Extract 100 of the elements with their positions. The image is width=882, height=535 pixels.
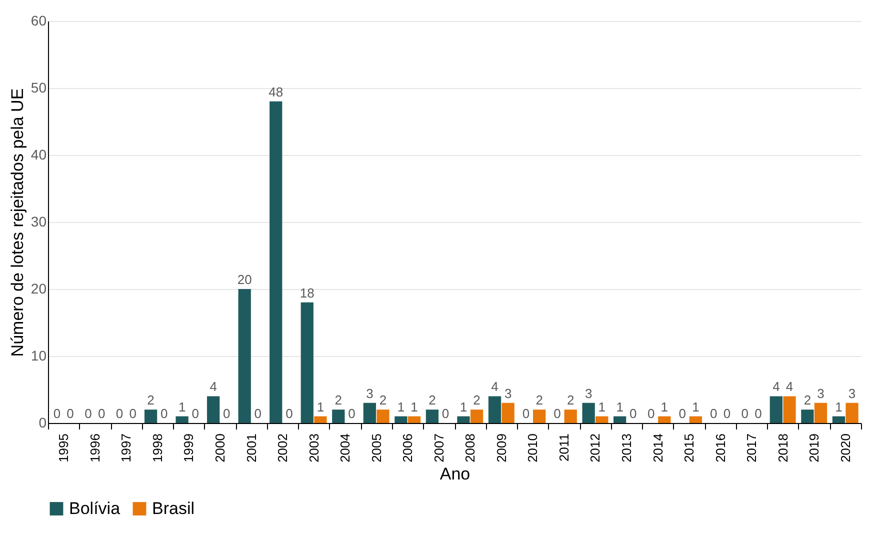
data-label: 0 — [710, 406, 718, 421]
bar — [832, 416, 846, 423]
data-label: 2 — [536, 392, 543, 408]
data-label: 3 — [366, 386, 374, 401]
data-label: 3 — [848, 386, 856, 401]
y-tick-label: 10 — [30, 348, 47, 364]
x-tick-label: 2001 — [244, 434, 259, 462]
data-label: 1 — [178, 399, 186, 414]
data-label: 4 — [491, 379, 498, 394]
x-tick-label: 2000 — [212, 434, 228, 462]
data-label: 4 — [786, 379, 794, 394]
x-tick-label: 2009 — [494, 434, 509, 462]
data-label: 48 — [268, 84, 284, 100]
data-label: 0 — [522, 406, 530, 421]
y-tick-label: 30 — [30, 214, 47, 230]
x-tick-label: 2014 — [650, 434, 666, 462]
legend-label: Bolívia — [69, 498, 121, 518]
x-tick-label: 2004 — [338, 434, 353, 462]
data-label: 1 — [397, 399, 405, 414]
data-label: 0 — [630, 406, 637, 421]
y-tick-label: 20 — [30, 280, 47, 296]
data-label: 0 — [84, 406, 92, 421]
x-tick-label: 2010 — [525, 434, 540, 462]
data-label: 1 — [460, 399, 468, 414]
bar — [207, 396, 220, 423]
bar — [363, 402, 376, 423]
bar — [658, 416, 671, 423]
bar — [376, 410, 390, 423]
bar — [408, 416, 421, 423]
bar — [426, 410, 439, 423]
y-tick-label: 0 — [38, 414, 47, 430]
bar — [564, 410, 577, 423]
y-tick-label: 40 — [30, 146, 47, 162]
bar — [814, 402, 828, 423]
bar — [801, 410, 814, 423]
data-label: 0 — [286, 406, 293, 421]
bar — [582, 402, 595, 423]
bar — [300, 302, 314, 423]
x-tick-label: 2008 — [462, 434, 478, 462]
data-label: 0 — [53, 406, 61, 421]
data-label: 0 — [723, 406, 731, 421]
data-label: 2 — [334, 392, 342, 408]
data-label: 1 — [835, 399, 842, 414]
x-tick-label: 2013 — [618, 434, 634, 462]
data-label: 0 — [647, 406, 655, 421]
bar — [770, 396, 782, 423]
x-tick-label: 2016 — [712, 434, 728, 462]
x-tick-label: 2005 — [368, 434, 384, 462]
data-label: 0 — [254, 406, 262, 421]
bar — [502, 402, 514, 423]
data-label: 2 — [428, 392, 436, 408]
bar — [332, 410, 345, 423]
x-tick-label: 2012 — [588, 434, 603, 462]
data-label: 3 — [584, 386, 592, 401]
y-tick-label: 50 — [30, 80, 47, 96]
bar — [457, 416, 470, 423]
data-label: 2 — [804, 392, 812, 408]
data-label: 0 — [223, 406, 230, 421]
data-label: 0 — [116, 406, 124, 421]
x-tick-label: 1999 — [181, 434, 196, 462]
x-tick-label: 2002 — [275, 434, 290, 462]
data-label: 1 — [616, 399, 624, 414]
data-label: 2 — [473, 392, 480, 408]
x-tick-label: 1996 — [87, 434, 102, 462]
bar — [270, 101, 282, 423]
data-label: 1 — [316, 399, 324, 414]
data-label: 2 — [147, 392, 154, 408]
data-label: 20 — [237, 272, 252, 287]
bar — [144, 410, 158, 423]
data-label: 4 — [210, 379, 217, 394]
x-tick-label: 2011 — [556, 434, 572, 462]
x-tick-label: 2020 — [838, 434, 853, 462]
data-label: 3 — [817, 386, 824, 401]
y-axis-title: Número de lotes rejeitados pela UE — [8, 88, 27, 357]
x-tick-label: 1995 — [56, 434, 72, 462]
bar — [238, 289, 251, 423]
bar — [176, 416, 188, 423]
data-label: 0 — [66, 406, 74, 421]
bar — [470, 410, 484, 423]
bar — [488, 396, 502, 423]
data-label: 0 — [160, 406, 168, 421]
data-label: 0 — [554, 406, 561, 421]
data-label: 0 — [442, 406, 450, 421]
x-axis-title: Ano — [440, 464, 470, 484]
bar — [614, 416, 626, 423]
data-label: 0 — [98, 406, 106, 421]
data-label: 1 — [660, 399, 668, 414]
data-label: 0 — [754, 406, 762, 421]
data-label: 18 — [300, 285, 314, 300]
data-label: 0 — [129, 406, 136, 421]
data-label: 0 — [348, 406, 356, 421]
bar — [846, 402, 858, 423]
x-tick-label: 1997 — [118, 434, 134, 462]
x-tick-label: 2018 — [775, 434, 790, 462]
legend-label: Brasil — [152, 498, 195, 518]
data-label: 0 — [192, 406, 199, 421]
x-tick-label: 2015 — [682, 434, 697, 462]
x-tick-label: 2017 — [744, 434, 760, 462]
data-label: 1 — [598, 399, 606, 414]
x-tick-label: 2007 — [431, 434, 446, 462]
